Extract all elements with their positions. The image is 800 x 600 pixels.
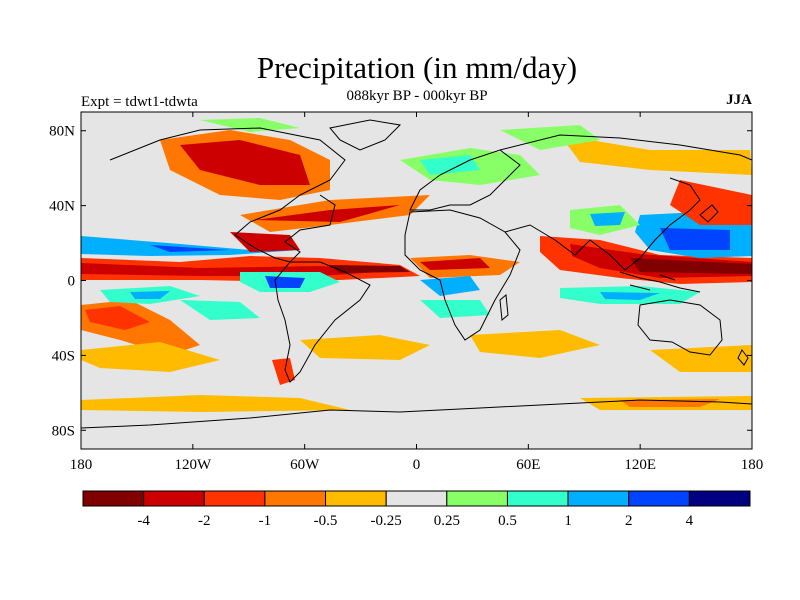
lat-tick-label: 80N <box>49 124 75 140</box>
coastline-southeast-asia <box>619 271 701 293</box>
lat-tick-label: 40N <box>49 199 75 215</box>
colorbar-swatch <box>264 490 327 507</box>
anomaly-region <box>81 395 350 412</box>
anomaly-region <box>81 263 410 276</box>
coastline-japan <box>699 204 719 223</box>
colorbar-label: 2 <box>625 513 633 529</box>
anomaly-region <box>330 265 410 273</box>
anomaly-region <box>630 258 752 274</box>
colorbar-label: 0.5 <box>498 513 517 529</box>
coastline-europe <box>409 149 521 211</box>
longitude-axis: 180 120W 60W 0 60E 120E 180 <box>70 112 764 473</box>
coastline-antarctica <box>81 399 752 429</box>
lon-tick-label: 180 <box>70 457 93 473</box>
anomaly-region <box>81 236 300 256</box>
coastline-south-america <box>274 261 371 383</box>
anomaly-region <box>600 292 660 300</box>
anomaly-region <box>420 155 480 175</box>
anomaly-region <box>85 306 150 330</box>
coastline-africa <box>404 209 521 341</box>
lat-tick-label: 80S <box>52 423 75 439</box>
lat-tick-label: 0 <box>68 274 76 290</box>
anomaly-region <box>420 300 490 318</box>
colorbar-swatch <box>446 490 508 507</box>
lon-tick-label: 180 <box>741 457 764 473</box>
anomaly-region <box>81 342 220 372</box>
colorbar-swatch <box>385 490 448 507</box>
coastlines <box>81 119 752 429</box>
colorbar-swatch <box>203 490 266 507</box>
coastline-australia <box>637 299 723 356</box>
colorbar-label: -0.25 <box>371 513 402 529</box>
anomaly-region <box>300 335 430 360</box>
anomaly-region <box>265 276 305 288</box>
season-label: JJA <box>726 92 752 108</box>
colorbar-swatch <box>325 490 387 507</box>
lon-tick-label: 120W <box>174 457 212 473</box>
lat-tick-label: 40S <box>52 348 75 364</box>
colorbar-swatch <box>688 490 751 507</box>
lon-tick-label: 60W <box>290 457 320 473</box>
coastline-asia <box>499 134 752 271</box>
anomaly-region <box>670 180 752 225</box>
anomaly-region <box>650 345 752 372</box>
colorbar-label: -4 <box>137 513 150 529</box>
colorbar-label: 4 <box>686 513 694 529</box>
anomaly-region <box>150 245 230 252</box>
experiment-label: Expt = tdwt1-tdwta <box>81 94 198 110</box>
anomaly-region <box>230 232 300 252</box>
anomaly-region <box>590 212 625 226</box>
colorbar-swatch <box>82 490 145 507</box>
coastline-north-america <box>109 127 346 263</box>
anomaly-region <box>420 276 480 296</box>
anomaly-region <box>130 291 170 299</box>
colorbar-swatch <box>628 490 690 507</box>
colorbar-swatch <box>506 490 569 507</box>
anomaly-region <box>272 358 295 385</box>
colorbar-swatch <box>567 490 630 507</box>
colorbar-label: 1 <box>564 513 572 529</box>
colorbar: -4 -2 -1 -0.5 -0.25 0.25 0.5 1 2 4 <box>82 490 751 529</box>
map-title: Precipitation (in mm/day) <box>256 50 578 85</box>
anomaly-region <box>255 205 400 222</box>
colorbar-label: -0.5 <box>314 513 338 529</box>
colorbar-swatch <box>143 490 205 507</box>
anomaly-fields <box>81 118 752 412</box>
anomaly-region <box>560 135 752 175</box>
colorbar-label: -2 <box>198 513 211 529</box>
colorbar-label: -1 <box>259 513 272 529</box>
anomaly-region <box>180 300 260 320</box>
colorbar-label: 0.25 <box>434 513 460 529</box>
coastline-greenland <box>329 119 402 151</box>
coastline-new-zealand <box>737 349 749 366</box>
lon-tick-label: 60E <box>516 457 540 473</box>
lon-tick-label: 120E <box>624 457 656 473</box>
anomaly-region <box>180 140 310 185</box>
anomaly-region <box>420 258 490 270</box>
lon-tick-label: 0 <box>413 457 421 473</box>
coastline-madagascar <box>499 294 509 321</box>
anomaly-region <box>200 118 300 132</box>
latitude-axis: 80N 40N 0 40S 80S <box>49 124 752 439</box>
period-subtitle: 088kyr BP - 000kyr BP <box>346 88 488 104</box>
anomaly-region <box>660 228 730 250</box>
anomaly-region <box>470 330 600 358</box>
